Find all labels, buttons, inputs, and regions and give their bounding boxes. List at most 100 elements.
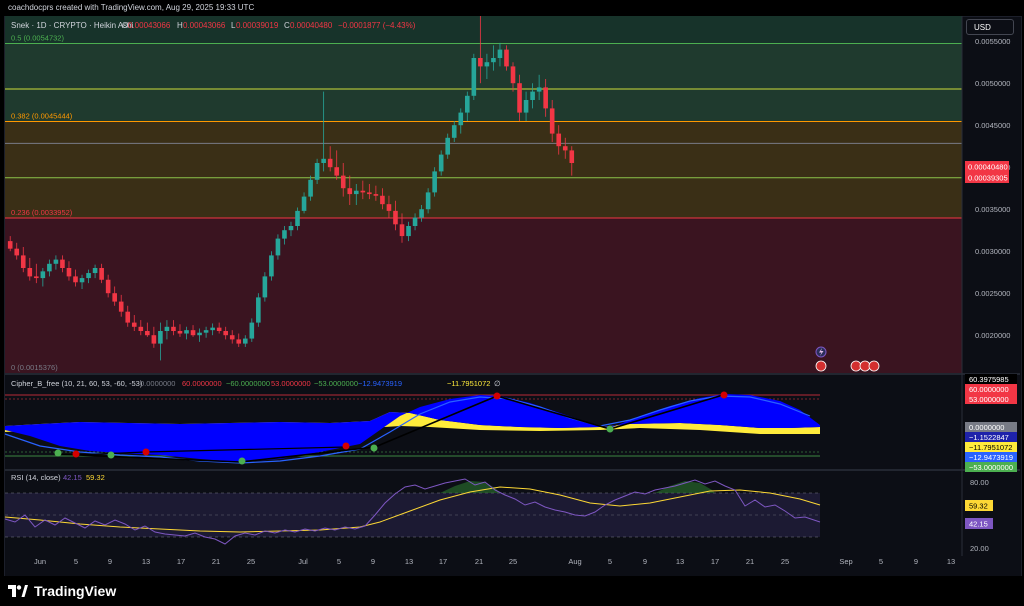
cipher-divergence-line (54, 394, 724, 463)
footer-bar (0, 576, 1024, 606)
candle-body (40, 271, 46, 279)
ohlc-close-label: C (284, 21, 290, 30)
candle-body (536, 87, 542, 92)
cipher-value: −53.0000000 (314, 379, 358, 388)
time-tick-label: Jun (34, 557, 46, 566)
time-tick-label: 5 (74, 557, 78, 566)
candle-body (131, 322, 137, 327)
candle-body (249, 322, 255, 339)
candle-body (347, 188, 353, 195)
tradingview-logo: TradingView (8, 580, 116, 602)
cipher-title[interactable]: Cipher_B_free (10, 21, 60, 53, -60, -53) (11, 379, 143, 388)
candle-body (425, 192, 431, 210)
rsi-tick-label: 20.00 (970, 544, 989, 553)
candle-body (145, 331, 150, 336)
time-tick-label: 25 (509, 557, 517, 566)
candle-body (321, 158, 326, 163)
ohlc-open-value: 0.00043066 (128, 21, 171, 30)
cipher-legend[interactable]: Cipher_B_free (10, 21, 60, 53, -60, -53)… (11, 379, 501, 388)
us-flag-icon[interactable] (859, 360, 871, 372)
us-flag-icon[interactable] (868, 360, 880, 372)
rsi-value: 42.15 (63, 473, 82, 482)
time-axis[interactable]: Jun 5 9 13 17 21 25 Jul 5 9 13 17 21 25 Aug 5 9 13 17 21 25 S… (34, 557, 955, 566)
us-flag-icon[interactable] (850, 360, 862, 372)
ohlc-high-value: 0.00043066 (183, 21, 226, 30)
candle-body (530, 91, 535, 100)
candle-body (92, 268, 98, 274)
candle-body (393, 210, 398, 225)
candle-body (295, 210, 300, 226)
candle-body (190, 330, 196, 336)
time-tick-label: 13 (947, 557, 955, 566)
candle-body (380, 195, 385, 205)
candle-body (164, 326, 170, 331)
candle-body (360, 190, 366, 193)
rsi-title[interactable]: RSI (14, close) (11, 473, 61, 482)
rsi-tick-label: 80.00 (970, 478, 989, 487)
candle-body (556, 133, 562, 147)
candle-body (210, 327, 215, 331)
candle-body (432, 171, 437, 193)
fib-level-label: 0.382 (0.0045444) (11, 111, 73, 120)
time-tick-label: 9 (371, 557, 375, 566)
candle-body (236, 339, 242, 344)
time-tick-label: 21 (746, 557, 754, 566)
candle-body (373, 194, 379, 196)
symbol-name[interactable]: Snek · 1D · CRYPTO · Heikin Ashi (11, 21, 134, 30)
time-tick-label: 17 (439, 557, 447, 566)
candle-body (386, 204, 392, 211)
time-tick-label: 5 (879, 557, 883, 566)
candles (7, 16, 575, 361)
cipher-axis-tag: −11.7951072 (969, 443, 1012, 452)
candle-body (112, 293, 117, 302)
cipher-axis-tag-bg (965, 422, 1017, 432)
candle-body (34, 276, 39, 279)
candle-body (118, 301, 124, 312)
candle-body (367, 192, 372, 195)
candle-body (151, 335, 157, 344)
last-price-text: 0.00040480 (968, 163, 1008, 172)
price-tick-label: 0.0055000 (975, 37, 1010, 46)
eye-off-icon[interactable]: ∅ (494, 379, 501, 388)
price-tick-label: 0.0050000 (975, 79, 1010, 88)
candle-body (177, 331, 183, 334)
candle-body (517, 83, 522, 113)
candle-body (438, 154, 444, 172)
event-icons[interactable] (815, 346, 880, 372)
cipher-axis-tag: −12.9473919 (969, 453, 1013, 462)
candle-body (203, 330, 209, 333)
last-price-tag-bg (965, 161, 1009, 172)
candle-body (458, 112, 464, 126)
time-tick-label: 9 (643, 557, 647, 566)
candle-body (445, 137, 451, 155)
candle-body (504, 49, 509, 67)
currency-button[interactable]: USD (966, 19, 1014, 35)
us-flag-icon[interactable] (815, 360, 827, 372)
candle-body (20, 255, 26, 268)
candle-body (549, 108, 555, 134)
time-tick-label: 13 (142, 557, 150, 566)
price-tick-label: 0.0020000 (975, 331, 1010, 340)
time-tick-label: 13 (405, 557, 413, 566)
candle-body (66, 268, 72, 277)
rsi-ma-value: 59.32 (86, 473, 105, 482)
candle-body (562, 146, 568, 151)
cipher-axis-tag-bg (965, 394, 1017, 404)
candle-body (197, 332, 202, 336)
price-axis[interactable]: 0.00550000.00500000.00450000.00400000.00… (975, 37, 1010, 340)
time-tick-label: 17 (177, 557, 185, 566)
cipher-sell-dot (720, 391, 728, 399)
candle-body (171, 326, 176, 331)
fib-zone (5, 218, 962, 373)
rsi-tag: 42.15 (969, 520, 988, 529)
cipher-value: −12.9473919 (358, 379, 402, 388)
rsi-axis[interactable]: 80.00 20.00 59.32 42.15 (965, 478, 993, 553)
symbol-legend[interactable]: Snek · 1D · CRYPTO · Heikin Ashi O 0.000… (11, 21, 416, 30)
candle-body (73, 276, 78, 283)
price-tick-label: 0.0030000 (975, 247, 1010, 256)
cipher-blue-wave (5, 394, 820, 462)
cipher-axis-tag-bg (965, 442, 1017, 452)
candle-body (125, 311, 131, 323)
rsi-legend[interactable]: RSI (14, close) 42.15 59.32 (11, 473, 105, 482)
